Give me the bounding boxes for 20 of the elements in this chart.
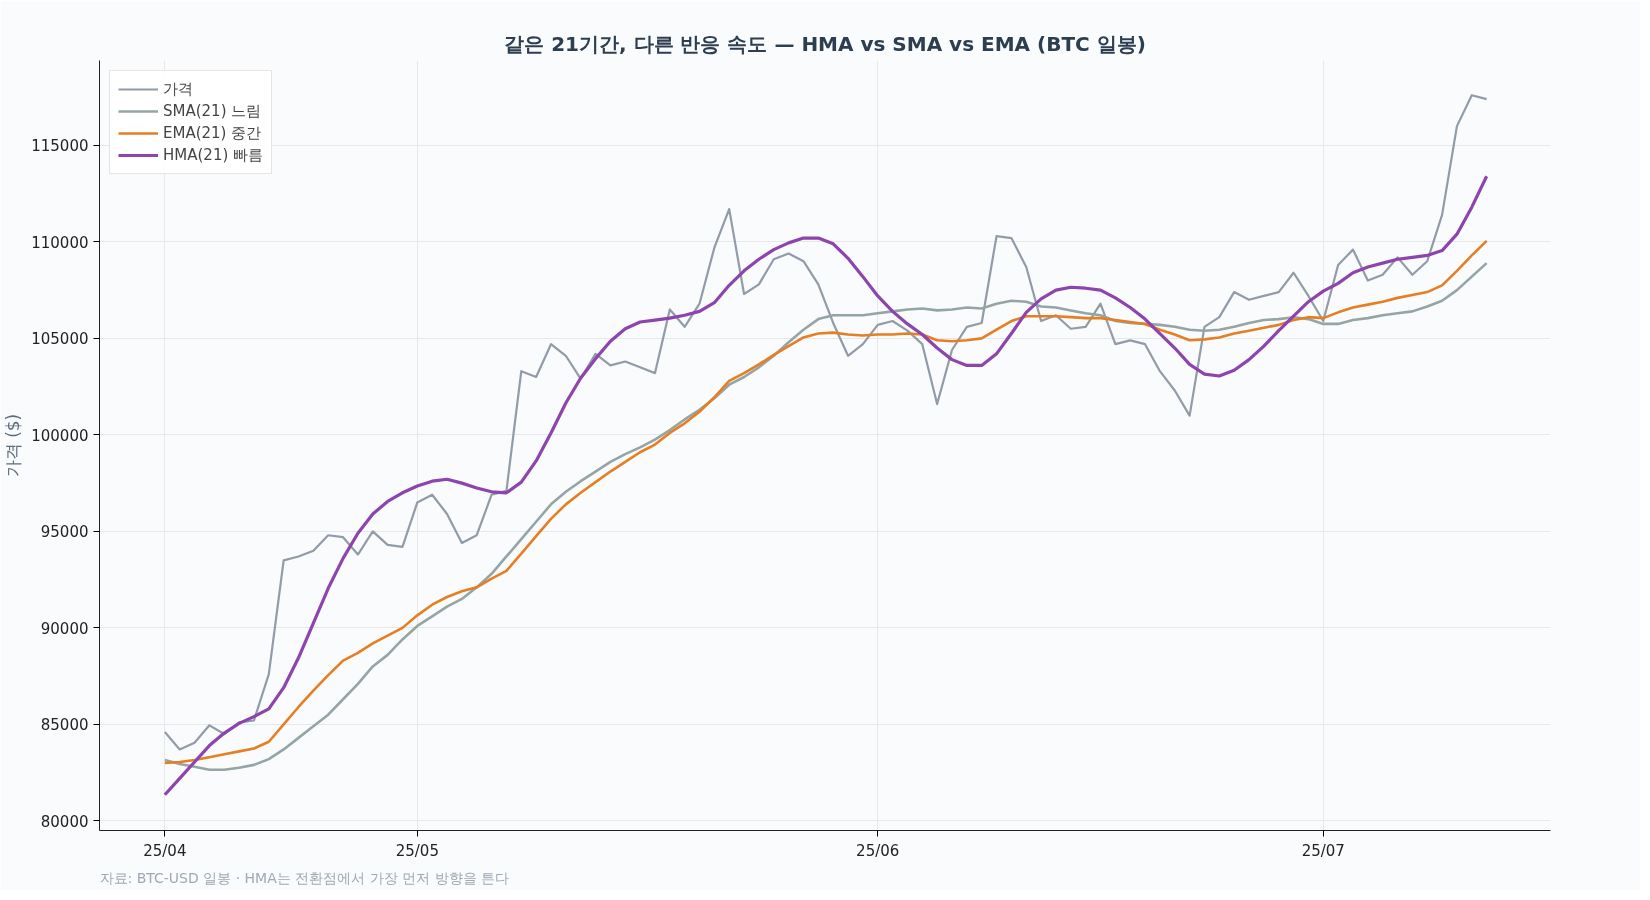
legend-label: EMA(21) 중간 bbox=[163, 123, 262, 143]
legend-label: 가격 bbox=[163, 79, 193, 99]
y-tick-label: 105000 bbox=[31, 330, 89, 349]
y-tick-label: 110000 bbox=[31, 233, 89, 252]
x-tick-label: 25/05 bbox=[395, 841, 439, 860]
x-tick-label: 25/04 bbox=[143, 841, 187, 860]
y-tick-label: 90000 bbox=[40, 619, 89, 638]
legend-label: SMA(21) 느림 bbox=[163, 101, 262, 121]
line-series bbox=[163, 174, 1489, 797]
y-axis-title: 가격 ($) bbox=[3, 413, 24, 478]
chart-title: 같은 21기간, 다른 반응 속도 — HMA vs SMA vs EMA (BTC 일봉) bbox=[504, 31, 1146, 56]
x-tick-label: 25/07 bbox=[1301, 841, 1345, 860]
y-tick-label: 115000 bbox=[31, 137, 89, 156]
legend-label: HMA(21) 빠름 bbox=[163, 145, 264, 165]
y-tick-label: 85000 bbox=[40, 716, 89, 735]
x-tick-label: 25/06 bbox=[856, 841, 900, 860]
y-tick-label: 80000 bbox=[40, 812, 89, 831]
y-tick-label: 100000 bbox=[31, 426, 89, 445]
text: 자료: BTC-USD 일봉 · HMA는 전환점에서 가장 먼저 방향을 튼다 bbox=[99, 869, 509, 886]
y-tick-label: 95000 bbox=[40, 523, 89, 542]
